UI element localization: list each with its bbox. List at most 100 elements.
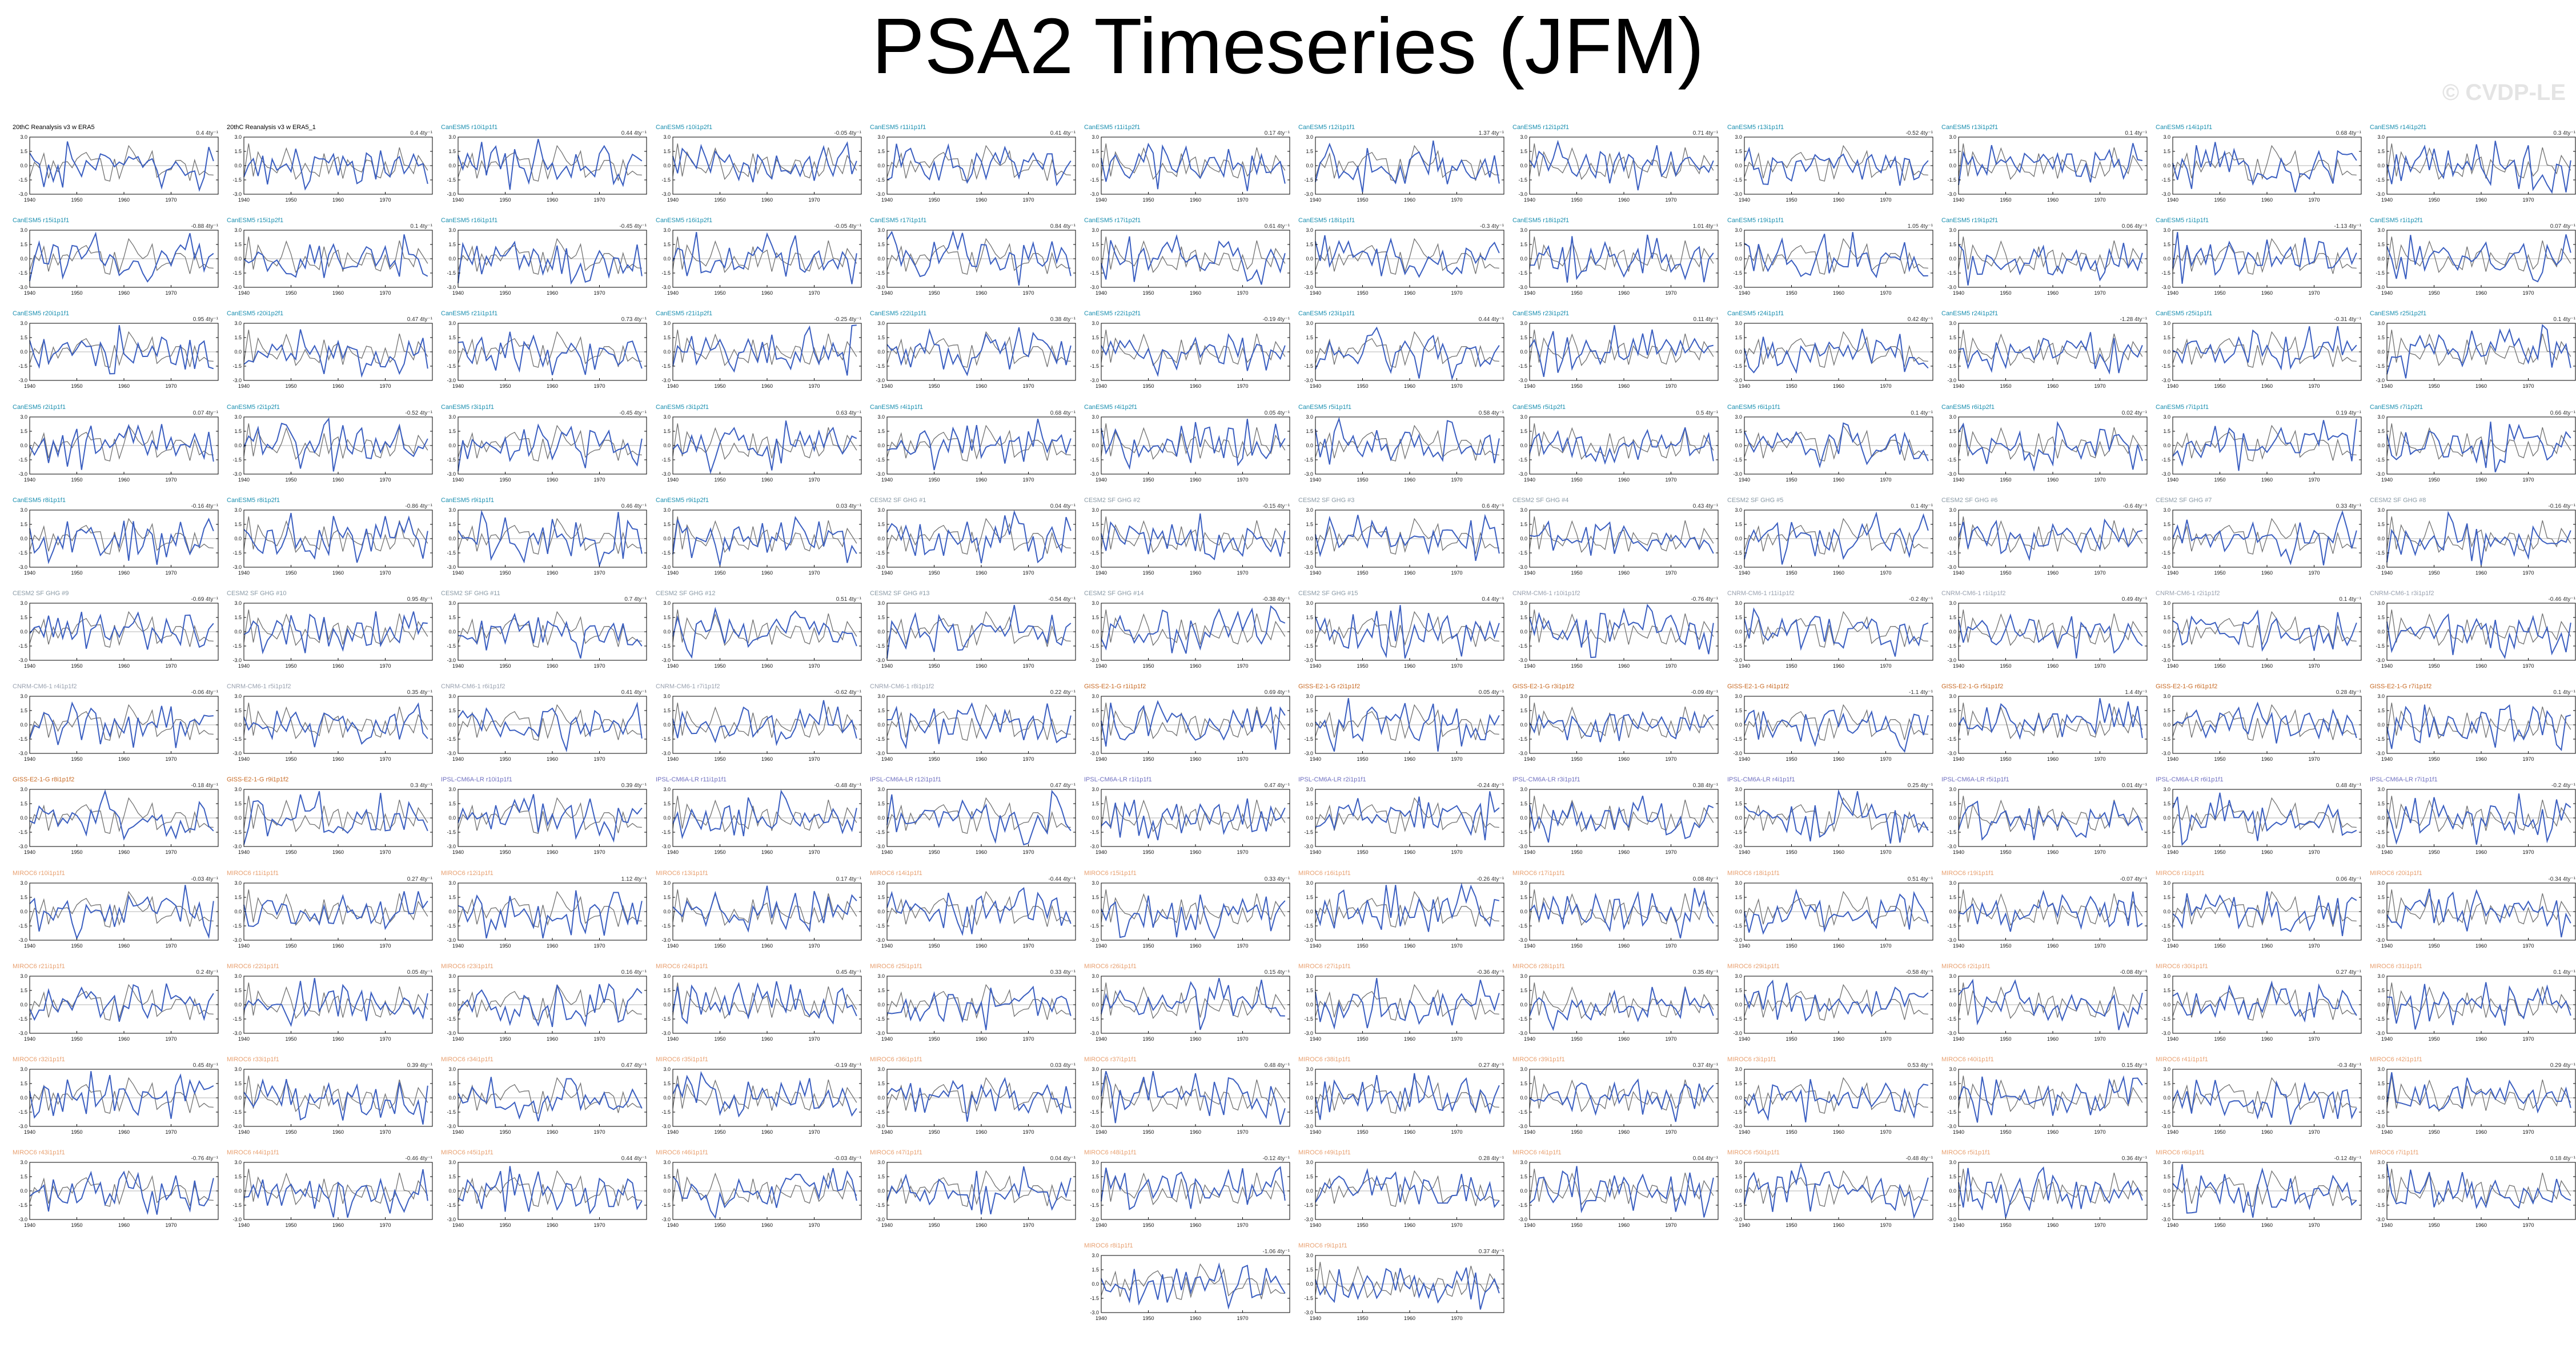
model-series-line <box>886 1166 1072 1215</box>
panel-trend: 0.18 4ty⁻¹ <box>2550 1156 2576 1162</box>
y-tick-label: -3.0 <box>661 471 671 477</box>
panel-trend: 0.1 4ty⁻¹ <box>2339 596 2361 603</box>
observed-series-line <box>243 423 428 460</box>
observed-series-line <box>29 424 214 462</box>
x-tick-label: 1970 <box>1237 197 1248 203</box>
x-tick-label: 1940 <box>2167 1129 2178 1135</box>
panel-title: CESM2 SF GHG #5 <box>1727 497 1783 504</box>
y-tick-label: 1.5 <box>1520 615 1528 620</box>
y-tick-label: 1.5 <box>235 242 242 247</box>
observed-series-line <box>1958 236 2143 274</box>
y-tick-label: 1.5 <box>877 335 885 340</box>
panel-trend: -0.76 4ty⁻¹ <box>191 1156 218 1162</box>
x-tick-label: 1950 <box>928 756 940 762</box>
model-series-line <box>1743 328 1929 375</box>
y-tick-label: -1.5 <box>447 1109 456 1115</box>
x-tick-label: 1950 <box>2429 290 2440 296</box>
x-tick-label: 1970 <box>1666 943 1677 949</box>
panel-title: GISS-E2-1-G r8i1p1f2 <box>13 776 74 783</box>
y-tick-label: 1.5 <box>1092 521 1099 527</box>
y-tick-label: -3.0 <box>2161 937 2170 943</box>
x-tick-label: 1970 <box>380 197 391 203</box>
x-tick-label: 1960 <box>976 383 987 389</box>
panel-title: CanESM5 r11i1p2f1 <box>1084 124 1140 131</box>
y-tick-label: 3.0 <box>1092 1253 1099 1258</box>
x-tick-label: 1940 <box>2167 383 2178 389</box>
panel-title: IPSL-CM6A-LR r3i1p1f1 <box>1512 776 1580 783</box>
panel-trend: 0.68 4ty⁻¹ <box>1050 410 1076 416</box>
x-tick-label: 1970 <box>594 197 605 203</box>
y-tick-label: -1.5 <box>2161 1109 2170 1115</box>
x-tick-label: 1960 <box>2047 383 2059 389</box>
y-tick-label: 3.0 <box>1306 1253 1314 1258</box>
panel-title: MIROC6 r42i1p1f1 <box>2370 1056 2422 1063</box>
panel-trend: -0.62 4ty⁻¹ <box>834 689 861 696</box>
y-tick-label: 1.5 <box>20 149 27 154</box>
y-tick-label: -3.0 <box>876 937 885 943</box>
x-tick-label: 1950 <box>1785 570 1797 576</box>
y-tick-label: 3.0 <box>663 693 671 699</box>
y-tick-label: 1.5 <box>1520 242 1528 247</box>
x-tick-label: 1970 <box>1880 663 1891 669</box>
panel-trend: 0.05 4ty⁻¹ <box>1479 689 1504 696</box>
x-tick-label: 1950 <box>928 849 940 855</box>
y-tick-label: 3.0 <box>877 600 885 606</box>
y-tick-label: 3.0 <box>1735 973 1742 979</box>
model-series-line <box>672 981 857 1025</box>
panel-title: CanESM5 r14i1p2f1 <box>2370 124 2426 131</box>
x-tick-label: 1950 <box>2429 1036 2440 1042</box>
model-series-line <box>1529 1166 1715 1218</box>
x-tick-label: 1960 <box>1404 197 1415 203</box>
x-tick-label: 1960 <box>761 477 773 483</box>
y-tick-label: 3.0 <box>1949 227 1956 233</box>
y-tick-label: 1.5 <box>1092 149 1099 154</box>
model-series-line <box>2172 232 2357 284</box>
y-tick-label: 1.5 <box>235 1174 242 1180</box>
panel-title: CanESM5 r2i1p2f1 <box>227 404 280 411</box>
y-tick-label: 1.5 <box>1306 149 1314 154</box>
y-tick-label: -3.0 <box>1733 937 1742 943</box>
y-tick-label: 0.0 <box>2378 909 2385 914</box>
y-tick-label: 1.5 <box>1520 428 1528 434</box>
y-tick-label: 3.0 <box>663 414 671 420</box>
y-tick-label: 1.5 <box>1092 988 1099 993</box>
y-tick-label: 1.5 <box>20 1174 27 1180</box>
y-tick-label: 1.5 <box>1735 335 1742 340</box>
y-tick-label: -1.5 <box>233 1202 242 1208</box>
y-tick-label: 0.0 <box>1306 1002 1314 1008</box>
timeseries-panel: MIROC6 r44i1p1f1-0.46 4ty⁻¹3.01.50.0-1.5… <box>227 1149 433 1228</box>
panel-title: CanESM5 r22i1p2f1 <box>1084 310 1141 317</box>
x-tick-label: 1960 <box>761 943 773 949</box>
x-tick-label: 1950 <box>2214 1036 2225 1042</box>
y-tick-label: -1.5 <box>1733 457 1742 463</box>
model-series-line <box>29 701 214 748</box>
x-tick-label: 1950 <box>1785 383 1797 389</box>
y-tick-label: 0.0 <box>1949 722 1956 728</box>
panel-trend: 0.41 4ty⁻¹ <box>621 689 647 696</box>
x-tick-label: 1940 <box>24 663 35 669</box>
y-tick-label: -3.0 <box>1733 844 1742 849</box>
panel-trend: 0.15 4ty⁻¹ <box>2122 1062 2148 1069</box>
y-tick-label: 0.0 <box>1735 909 1742 914</box>
x-tick-label: 1940 <box>1739 943 1750 949</box>
y-tick-label: -3.0 <box>876 378 885 383</box>
x-tick-label: 1940 <box>24 1222 35 1228</box>
observed-series-line <box>1958 423 2143 460</box>
y-tick-label: -3.0 <box>447 191 456 197</box>
x-tick-label: 1940 <box>1096 197 1107 203</box>
y-tick-label: 1.5 <box>1092 708 1099 713</box>
y-tick-label: 1.5 <box>1949 335 1956 340</box>
y-tick-label: 3.0 <box>1949 1066 1956 1072</box>
x-tick-label: 1960 <box>2475 1036 2487 1042</box>
x-tick-label: 1970 <box>380 1129 391 1135</box>
x-tick-label: 1950 <box>71 197 82 203</box>
x-tick-label: 1940 <box>452 477 464 483</box>
